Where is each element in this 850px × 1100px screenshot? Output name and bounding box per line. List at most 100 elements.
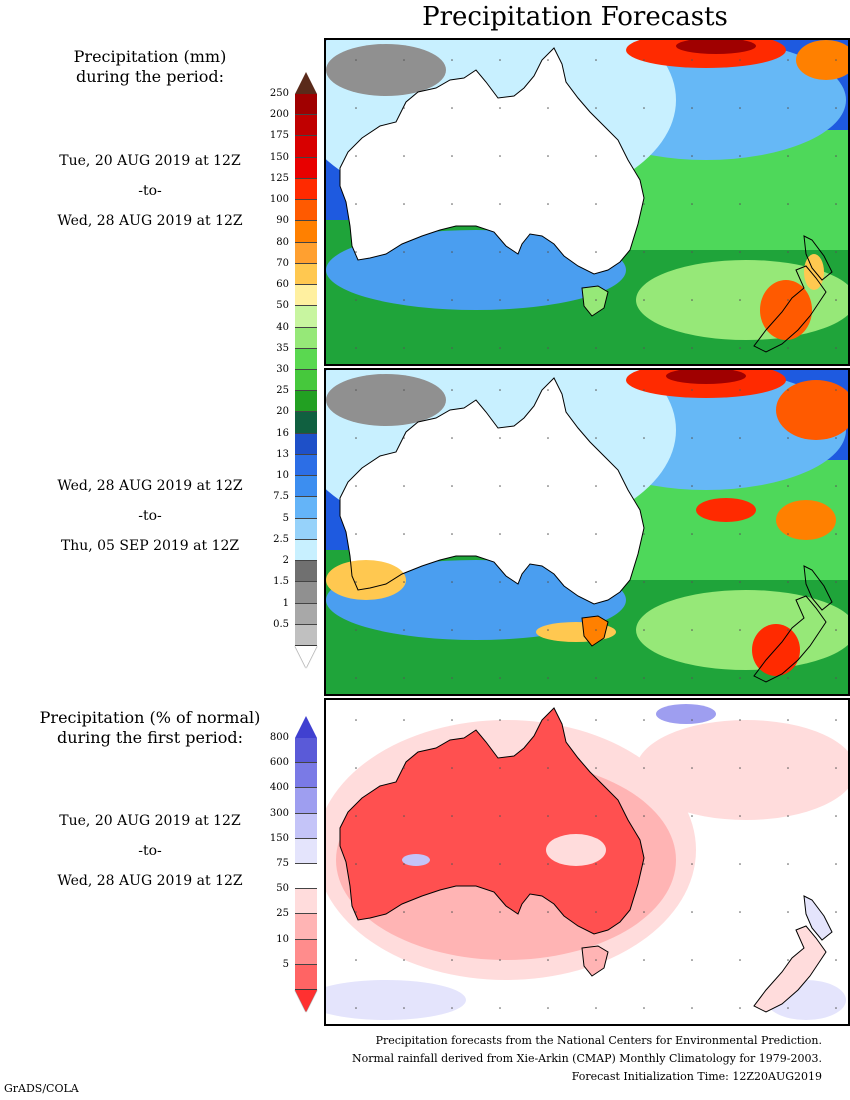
pct-scale-tick-label: 25 [276,908,289,920]
panel3-heading-line2: during the first period: [56,728,244,747]
grid-dot [403,485,405,487]
grid-dot [355,1007,357,1009]
grid-dot [835,767,837,769]
panel2-separator: -to- [138,508,162,524]
grid-dot [403,59,405,61]
australia-coastline [339,707,645,935]
precip-scale-tick-label: 35 [276,342,289,354]
map2-svg [326,370,848,694]
grid-dot [691,581,693,583]
grid-dot [355,485,357,487]
heavy-rain-spot [776,380,848,440]
grid-dot [643,767,645,769]
grid-dot [643,533,645,535]
precip-scale-tick-label: 5 [282,512,289,524]
precip-scale-tick-label: 16 [276,427,289,439]
grid-dot [547,203,549,205]
grid-dot [403,1007,405,1009]
grid-dot [547,347,549,349]
grid-dot [595,815,597,817]
precip-scale-tick-label: 125 [269,172,289,184]
grid-dot [547,59,549,61]
precip-scale-tick-label: 7.5 [273,491,289,503]
precip-scale-tick-label: 60 [276,279,289,291]
precip-scale-tick-label: 40 [276,321,289,333]
grid-dot [787,107,789,109]
precip-scale-swatch [295,582,317,604]
grid-dot [403,203,405,205]
grid-dot [499,299,501,301]
grid-dot [499,911,501,913]
grid-dot [547,485,549,487]
percent-normal-colorbar: 800 600 400 300 150 75 50 25 10 5 [270,716,317,1012]
panel3-separator: -to- [138,843,162,859]
footer-source-line: Precipitation forecasts from the Nationa… [375,1034,822,1047]
grid-dot [787,389,789,391]
new-zealand-south-coastline [753,595,827,683]
precip-scale-swatch [295,624,317,646]
grid-dot [835,911,837,913]
grid-dot [403,815,405,817]
grid-dot [595,719,597,721]
precip-scale-swatch [295,157,317,179]
grid-dot [451,911,453,913]
grid-dot [691,1007,693,1009]
grid-dot [403,863,405,865]
grid-dot [451,155,453,157]
grid-dot [547,767,549,769]
grid-dot [355,59,357,61]
grid-dot [355,911,357,913]
grid-dot [835,389,837,391]
grid-dot [595,533,597,535]
precip-scale-swatch [295,518,317,540]
grid-dot [595,911,597,913]
grid-dot [739,59,741,61]
grid-dot [643,629,645,631]
pct-scale-swatch [295,813,317,839]
tasman-moderate-rain [636,590,848,670]
grid-dot [835,1007,837,1009]
grid-dot [739,437,741,439]
panel1-end-date: Wed, 28 AUG 2019 at 12Z [57,213,243,229]
bight-light-rain [326,230,626,310]
grid-dot [355,437,357,439]
heavy-rain-spot [752,624,800,676]
grid-dot [547,299,549,301]
grid-dot [451,863,453,865]
grid-dot [595,863,597,865]
grid-dot [499,251,501,253]
grid-dot [547,251,549,253]
grid-dot [739,1007,741,1009]
pct-scale-swatch [295,914,317,940]
grid-dot [355,719,357,721]
grid-dot [403,581,405,583]
precip-scale-tick-label: 20 [276,406,289,418]
new-zealand-north-coastline [803,565,833,611]
grid-dot [691,533,693,535]
precip-scale-top-arrow [295,72,317,94]
grid-dot [787,437,789,439]
precip-scale-tick-label: 2 [282,555,289,567]
precip-scale-tick-label: 175 [269,130,289,142]
heavy-rain-spot [804,254,824,290]
precip-scale-tick-label: 2.5 [273,533,289,545]
grid-dot [451,485,453,487]
grid-dot [643,251,645,253]
interior-near-normal [546,834,606,866]
new-zealand-north-coastline [803,235,833,281]
grid-dot [691,299,693,301]
precip-scale-swatch [295,497,317,519]
grid-dot [595,485,597,487]
precip-scale-tick-label: 30 [276,364,289,375]
grads-credit: GrADS/COLA [4,1082,79,1095]
grid-dot [787,1007,789,1009]
new-zealand-south-coastline [753,925,827,1013]
australia-dry-interior [340,378,644,604]
panel3-start-date: Tue, 20 AUG 2019 at 12Z [59,813,241,829]
grid-dot [643,203,645,205]
grid-dot [595,299,597,301]
grid-dot [595,155,597,157]
grid-dot [547,437,549,439]
grid-dot [595,959,597,961]
precip-scale-tick-label: 80 [276,236,289,248]
